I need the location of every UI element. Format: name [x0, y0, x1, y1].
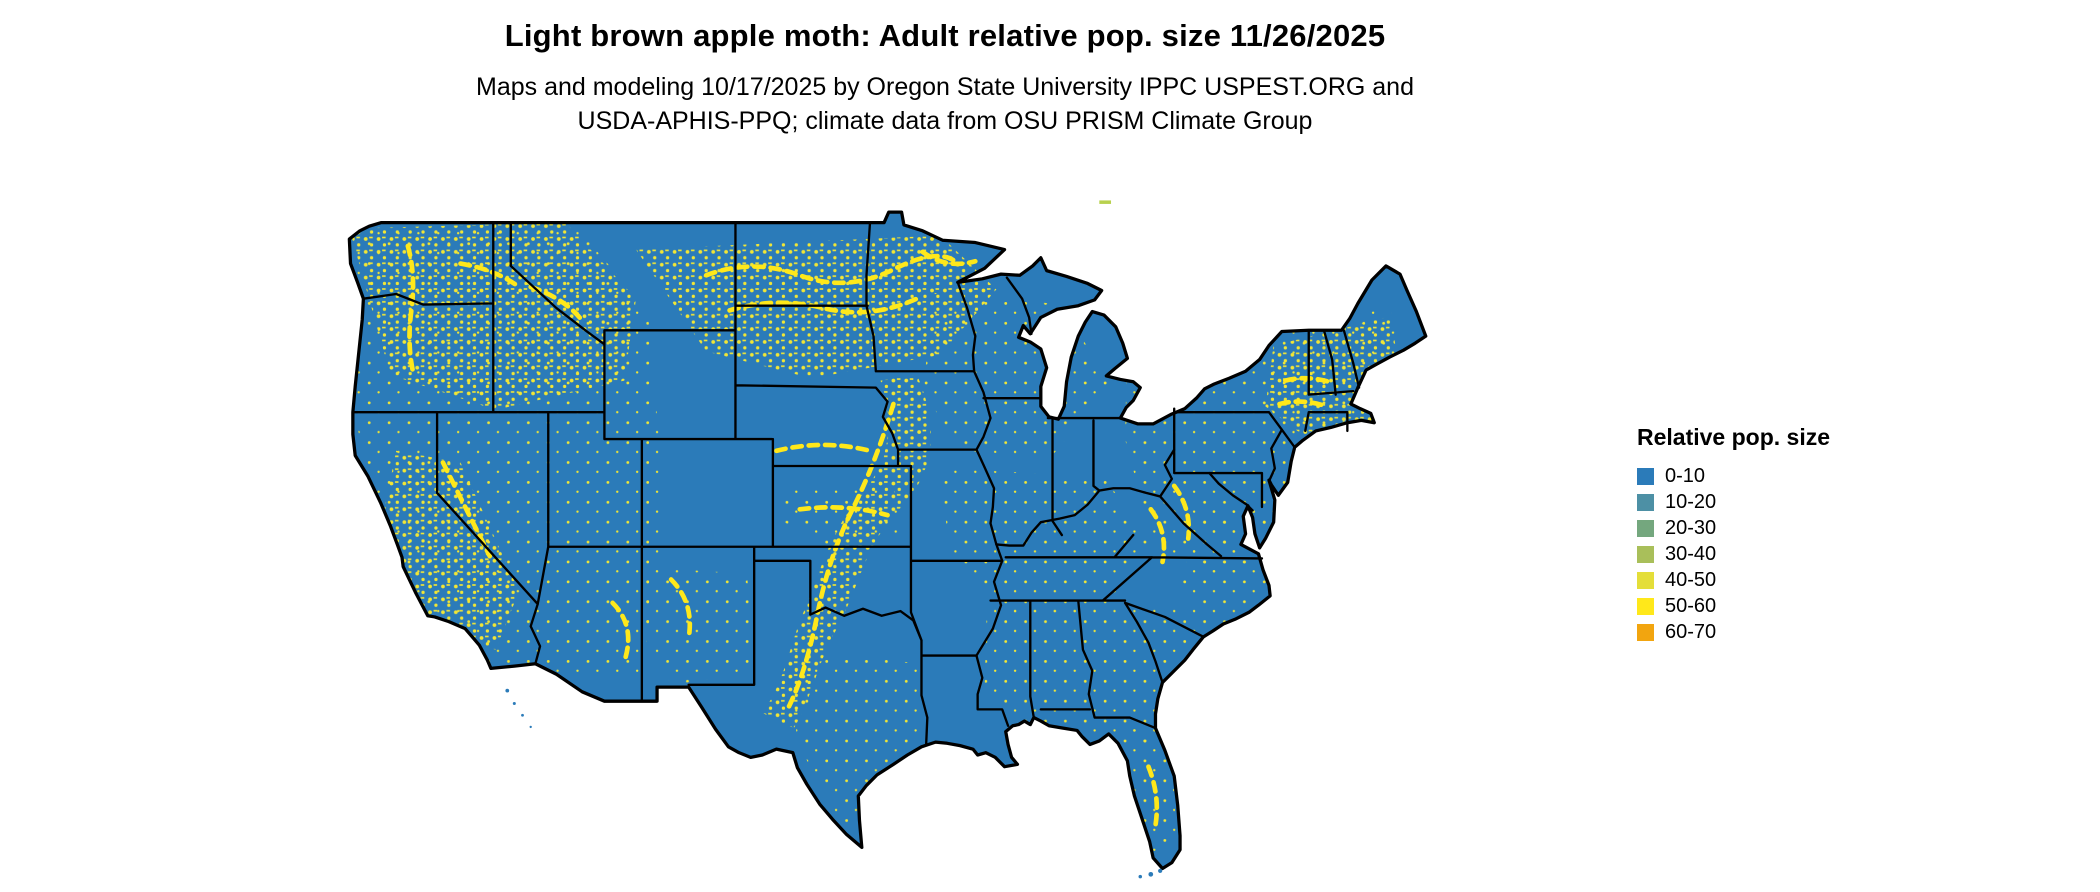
map-subtitle-line2: USDA-APHIS-PPQ; climate data from OSU PR… — [577, 107, 1313, 135]
legend-swatch — [1637, 519, 1654, 537]
legend-items: 0-10 10-20 20-30 30-40 40-50 50-60 60-70 — [1637, 463, 1830, 645]
legend-swatch — [1637, 467, 1654, 485]
map-subtitle: Maps and modeling 10/17/2025 by Oregon S… — [0, 70, 1890, 138]
legend-label: 40-50 — [1665, 569, 1717, 591]
map-subtitle-line1: Maps and modeling 10/17/2025 by Oregon S… — [476, 73, 1414, 101]
legend-swatch — [1637, 493, 1654, 511]
us-map-figure — [285, 158, 1455, 884]
legend-item: 0-10 — [1637, 463, 1830, 489]
legend: Relative pop. size 0-10 10-20 20-30 30-40 40… — [1637, 424, 1830, 645]
us-map — [347, 200, 1428, 879]
florida-keys-dots — [1138, 868, 1163, 879]
legend-label: 0-10 — [1665, 465, 1706, 487]
legend-label: 60-70 — [1665, 621, 1717, 643]
legend-swatch — [1637, 597, 1654, 615]
legend-item: 40-50 — [1637, 567, 1830, 593]
header: Light brown apple moth: Adult relative p… — [0, 18, 1890, 138]
legend-title: Relative pop. size — [1637, 424, 1831, 450]
map-artifact — [1099, 200, 1112, 204]
legend-label: 50-60 — [1665, 595, 1717, 617]
map-title: Light brown apple moth: Adult relative p… — [504, 18, 1386, 53]
baja-coast-dots — [505, 688, 532, 729]
legend-item: 60-70 — [1637, 619, 1830, 645]
legend-label: 20-30 — [1665, 517, 1717, 539]
population-speckles — [349, 222, 1411, 858]
legend-item: 30-40 — [1637, 541, 1830, 567]
legend-swatch — [1637, 623, 1654, 641]
legend-swatch — [1637, 571, 1654, 589]
legend-item: 10-20 — [1637, 489, 1830, 515]
legend-item: 50-60 — [1637, 593, 1830, 619]
legend-label: 10-20 — [1665, 491, 1717, 513]
state-borders — [351, 221, 1361, 746]
legend-item: 20-30 — [1637, 515, 1830, 541]
legend-label: 30-40 — [1665, 543, 1717, 565]
legend-swatch — [1637, 545, 1654, 563]
